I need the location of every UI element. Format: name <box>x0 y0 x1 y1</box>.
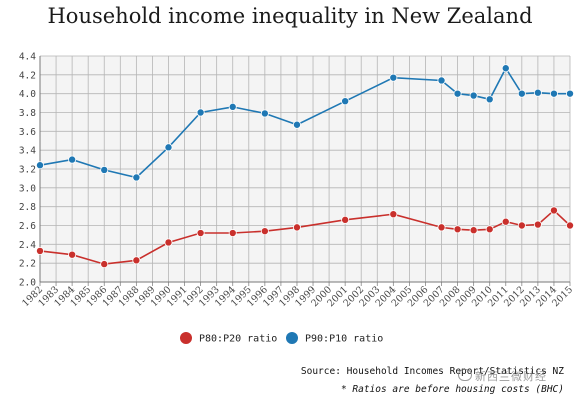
y-tick-label: 2.0 <box>19 278 36 289</box>
data-point-2 <box>533 88 542 97</box>
y-tick-label: 3.2 <box>19 165 36 176</box>
legend-label-1: P80:P20 ratio <box>199 334 277 345</box>
y-tick-label: 4.4 <box>19 52 36 63</box>
watermark-text: 新西兰微财经 <box>475 370 547 383</box>
watermark: 新西兰微财经 <box>458 368 547 384</box>
data-point-1 <box>469 226 478 235</box>
data-point-2 <box>453 89 462 98</box>
data-point-1 <box>517 221 526 230</box>
wechat-icon <box>458 369 472 381</box>
data-point-1 <box>100 260 109 269</box>
data-point-2 <box>292 120 301 129</box>
chart-title: Household income inequality in New Zeala… <box>47 4 533 28</box>
data-point-1 <box>389 210 398 219</box>
data-point-1 <box>566 221 575 230</box>
x-axis: 1982198319841985198619871988198919901991… <box>20 281 575 309</box>
data-point-2 <box>341 97 350 106</box>
data-point-1 <box>501 217 510 226</box>
data-point-1 <box>341 215 350 224</box>
data-point-1 <box>533 220 542 229</box>
data-point-1 <box>485 225 494 234</box>
data-point-1 <box>68 250 77 259</box>
footnote: * Ratios are before housing costs (BHC) <box>340 384 564 395</box>
y-tick-label: 2.2 <box>19 259 36 270</box>
data-point-2 <box>437 76 446 85</box>
data-point-1 <box>549 206 558 215</box>
data-point-2 <box>36 161 45 170</box>
y-tick-label: 2.4 <box>19 240 36 251</box>
y-tick-label: 3.6 <box>19 127 36 138</box>
data-point-2 <box>501 64 510 73</box>
data-point-2 <box>389 73 398 82</box>
data-point-2 <box>469 91 478 100</box>
data-point-1 <box>132 256 141 265</box>
y-tick-label: 3.8 <box>19 108 36 119</box>
data-point-2 <box>132 173 141 182</box>
data-point-2 <box>196 108 205 117</box>
y-tick-label: 2.8 <box>19 202 36 213</box>
data-point-2 <box>566 89 575 98</box>
y-tick-label: 4.2 <box>19 70 36 81</box>
legend-swatch-1 <box>180 332 192 344</box>
data-point-2 <box>100 165 109 174</box>
data-point-1 <box>228 229 237 238</box>
data-point-1 <box>260 227 269 236</box>
data-point-2 <box>485 95 494 104</box>
y-tick-label: 3.4 <box>19 146 36 157</box>
data-point-1 <box>36 246 45 255</box>
data-point-1 <box>196 229 205 238</box>
data-point-2 <box>260 109 269 118</box>
data-point-1 <box>437 223 446 232</box>
data-point-2 <box>68 155 77 164</box>
series-line-2 <box>39 66 570 179</box>
data-point-1 <box>453 225 462 234</box>
data-point-2 <box>517 89 526 98</box>
legend-label-2: P90:P10 ratio <box>305 334 383 345</box>
source-note: Source: Household Incomes Report/Statist… <box>300 366 564 377</box>
legend-swatch-2 <box>286 332 298 344</box>
data-point-1 <box>164 238 173 247</box>
y-tick-label: 2.6 <box>19 221 36 232</box>
grid-layer <box>39 55 571 283</box>
data-point-1 <box>292 223 301 232</box>
y-axis: 2.0 2.2 2.4 2.6 2.8 3.0 3.2 3.4 3.6 3.8 4.0 4.2 4.4 <box>19 52 41 289</box>
data-point-2 <box>228 102 237 111</box>
y-tick-label: 4.0 <box>19 89 36 100</box>
data-point-2 <box>164 143 173 152</box>
legend: P80:P20 ratio P90:P10 ratio <box>180 332 383 345</box>
y-tick-label: 3.0 <box>19 183 36 194</box>
series-layer <box>36 64 575 269</box>
data-point-2 <box>549 89 558 98</box>
